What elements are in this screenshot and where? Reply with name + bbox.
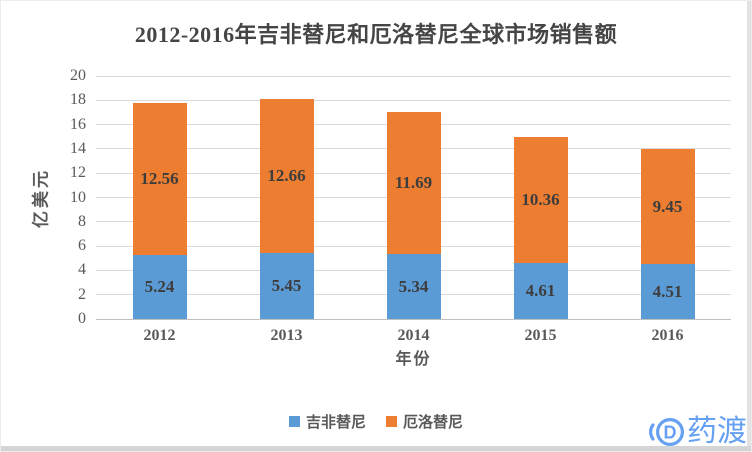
bar-segment: 4.51	[640, 264, 695, 319]
y-tick-label: 0	[78, 310, 86, 327]
bar-segment: 12.66	[259, 98, 314, 253]
bar-segment: 5.45	[259, 252, 314, 319]
y-tick-label: 6	[78, 237, 86, 255]
plot-area: 0 2 4 6 8 10 12 14 16 18 20 5.24 12.56 2012 5.45 12.66 2…	[70, 67, 731, 344]
image-edge-shadow-bottom	[1, 446, 751, 451]
legend-label: 厄洛替尼	[403, 415, 464, 431]
y-tick-label: 14	[70, 139, 86, 157]
bar-segment: 5.24	[132, 255, 187, 319]
y-tick-label: 10	[70, 188, 86, 206]
watermark-text: 药渡	[687, 415, 747, 448]
legend-swatch	[288, 416, 300, 427]
x-tick-label: 2014	[397, 327, 430, 344]
bar-value-label: 4.51	[652, 281, 683, 301]
y-tick-label: 4	[78, 261, 86, 279]
legend-item: 厄洛替尼	[386, 411, 463, 432]
bar-value-label: 4.61	[525, 280, 556, 300]
bar-value-label: 9.45	[652, 196, 683, 216]
y-tick-label: 18	[70, 91, 86, 109]
yaodu-logo-icon: D	[649, 418, 684, 446]
legend-item: 吉非替尼	[288, 411, 366, 432]
bar-value-label: 5.45	[271, 275, 302, 295]
bar-segment: 12.56	[132, 102, 187, 256]
bar-segment: 11.69	[386, 112, 441, 255]
bar-value-label: 5.24	[144, 277, 175, 297]
grid-line	[96, 99, 731, 101]
bar-value-label: 5.34	[398, 276, 429, 296]
bar-segment: 4.61	[513, 262, 568, 319]
svg-text:D: D	[664, 423, 677, 443]
x-axis-title: 年份	[395, 351, 432, 368]
y-tick-label: 16	[70, 115, 86, 133]
watermark: D 药渡	[647, 414, 747, 450]
legend-swatch	[386, 416, 397, 427]
x-tick-label: 2015	[524, 327, 557, 344]
x-axis-line	[96, 318, 731, 320]
x-tick-label: 2013	[270, 327, 303, 344]
bar-value-label: 12.56	[140, 169, 179, 189]
x-tick-label: 2016	[651, 327, 684, 344]
bar-value-label: 12.66	[267, 165, 306, 185]
bar-value-label: 10.36	[521, 190, 560, 210]
chart-title: 2012-2016年吉非替尼和厄洛替尼全球市场销售额	[134, 22, 618, 47]
grid-line	[96, 75, 731, 77]
legend: 吉非替尼 厄洛替尼	[1, 411, 751, 432]
x-tick-label: 2012	[143, 327, 176, 344]
bar-segment: 9.45	[640, 149, 695, 265]
bar-segment: 10.36	[513, 137, 568, 263]
image-edge-shadow-right	[747, 1, 751, 451]
y-tick-label: 2	[78, 285, 86, 303]
bar-segment: 5.34	[386, 254, 441, 319]
y-tick-label: 20	[70, 67, 86, 84]
legend-label: 吉非替尼	[305, 415, 366, 431]
bar-value-label: 11.69	[394, 173, 433, 193]
y-tick-label: 8	[78, 212, 86, 230]
y-tick-label: 12	[70, 164, 86, 182]
